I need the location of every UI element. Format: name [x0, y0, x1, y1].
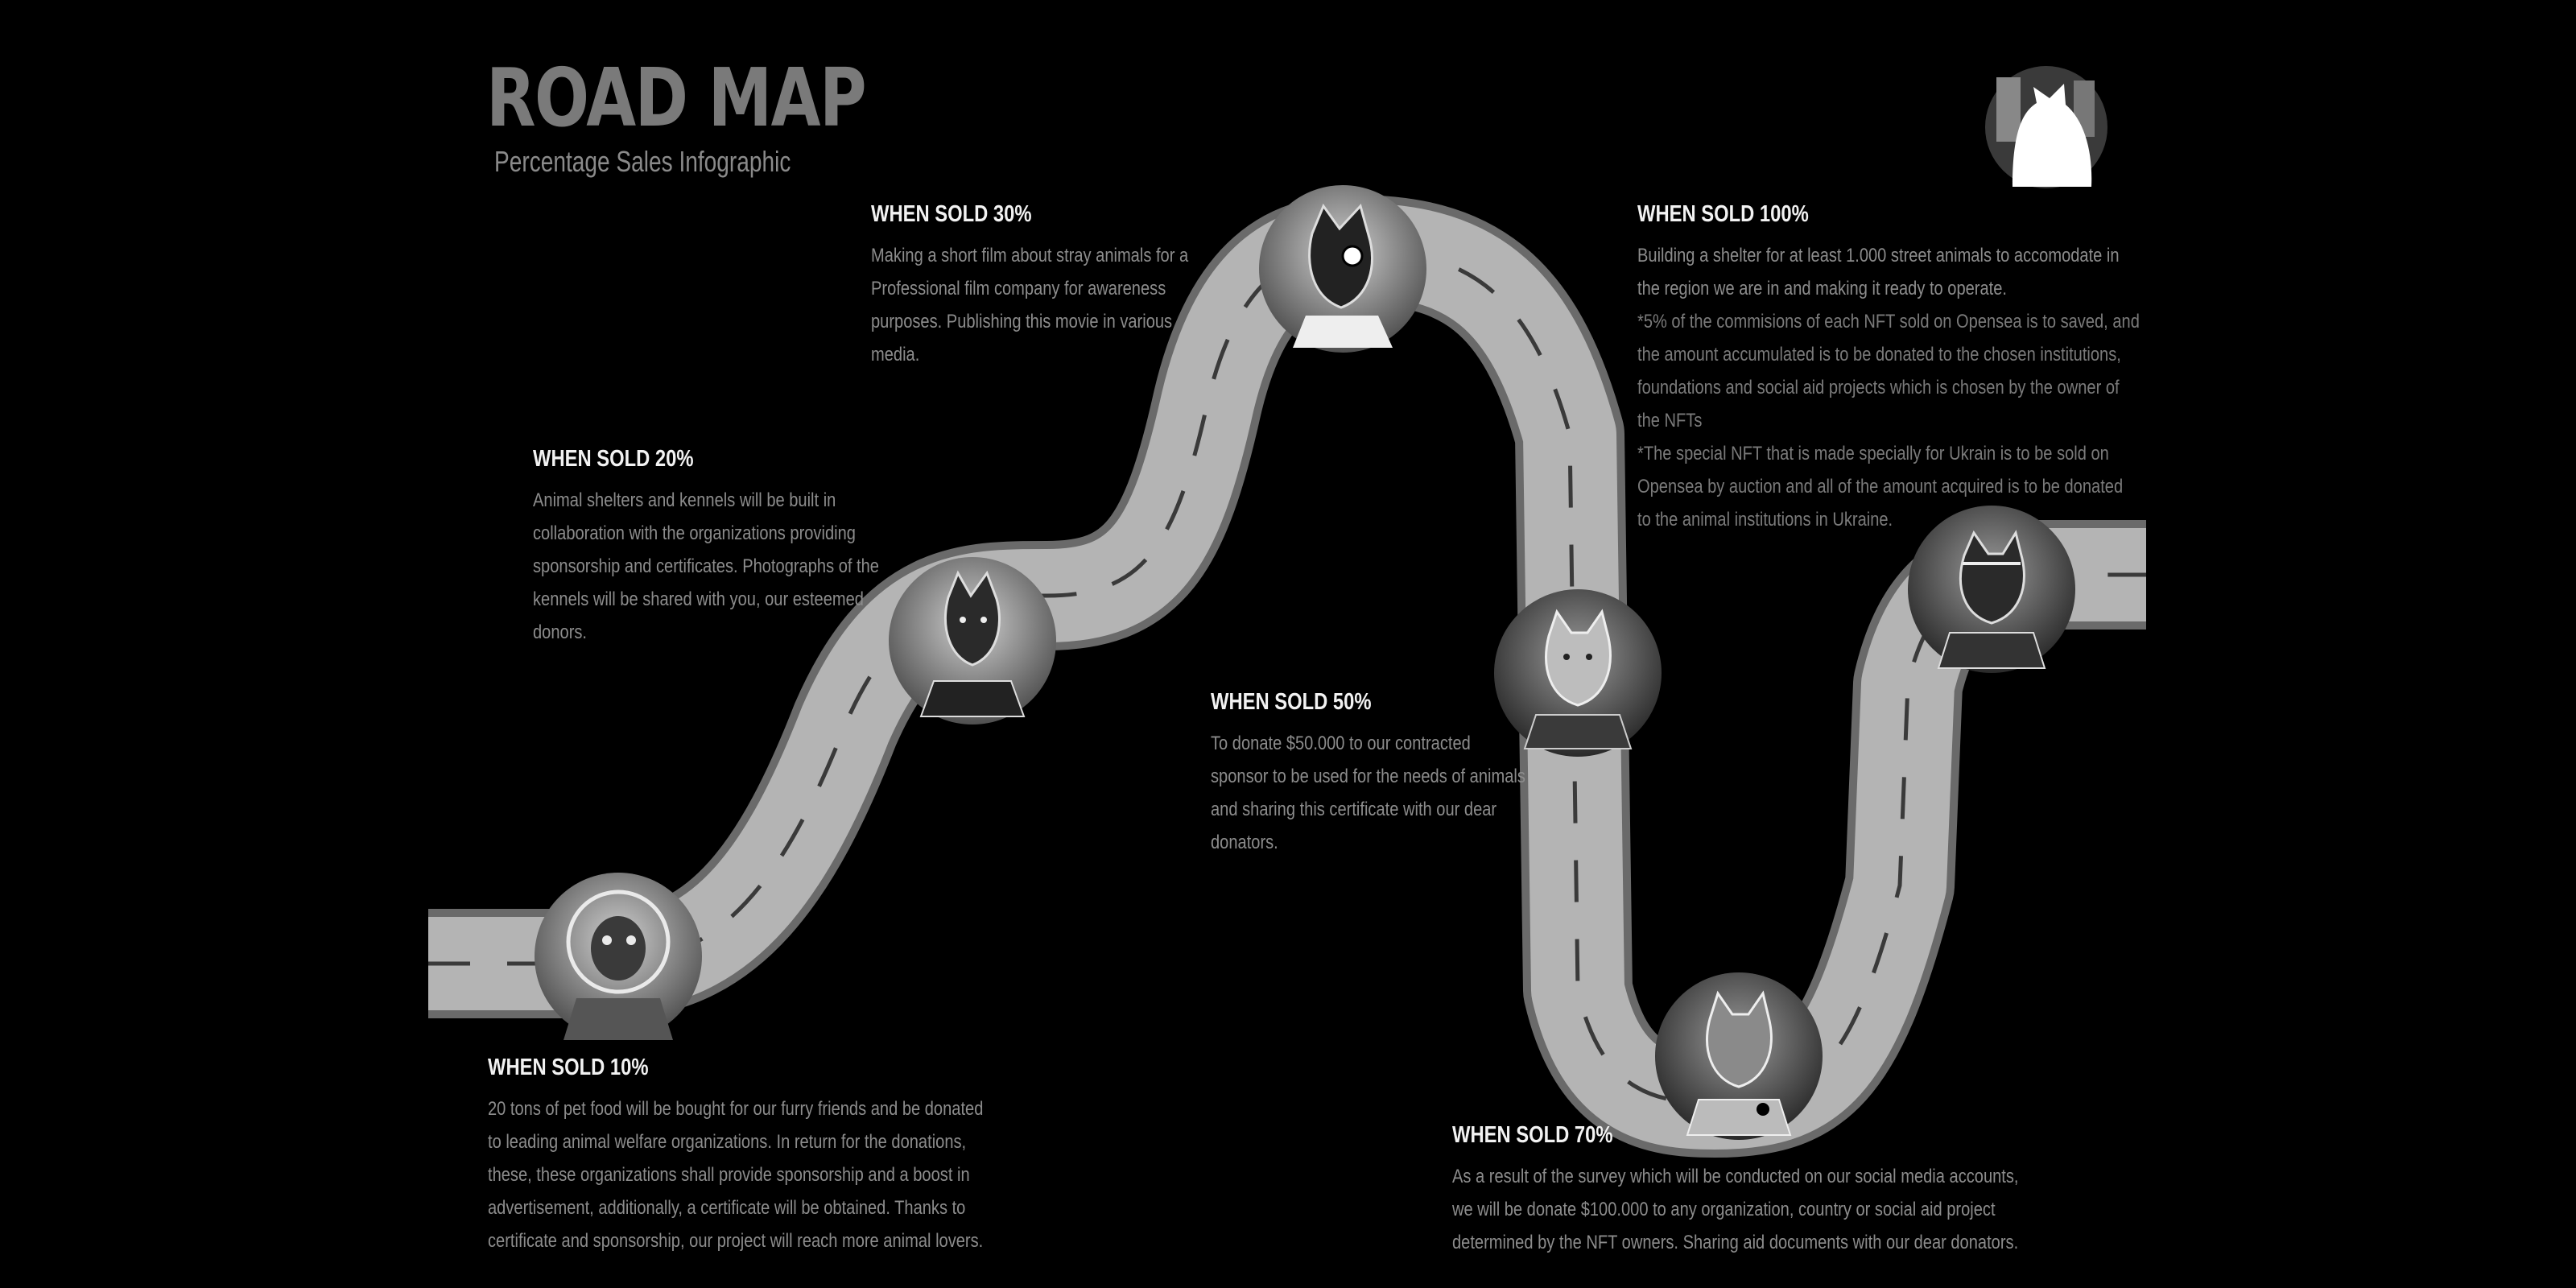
milestone-50: WHEN SOLD 50% To donate $50.000 to our c…	[1211, 689, 1595, 859]
astronaut-dog-avatar	[535, 873, 702, 1040]
dog-avatar-2	[889, 557, 1056, 724]
milestone-note-commission: *5% of the commisions of each NFT sold o…	[1637, 311, 2140, 431]
page-subtitle: Percentage Sales Infographic	[494, 145, 791, 178]
milestone-text: Animal shelters and kennels will be buil…	[533, 489, 879, 643]
page-title: ROAD MAP	[486, 51, 867, 145]
dog-avatar-3	[1259, 185, 1426, 353]
milestone-heading: WHEN SOLD 10%	[488, 1055, 649, 1080]
milestone-heading: WHEN SOLD 30%	[871, 201, 1032, 227]
milestone-text: Building a shelter for at least 1.000 st…	[1637, 245, 2120, 299]
logo-dog-avatar	[1985, 66, 2107, 188]
milestone-10: WHEN SOLD 10% 20 tons of pet food will b…	[488, 1055, 1092, 1257]
dog-avatar-5	[1655, 972, 1823, 1140]
lane-markings	[428, 247, 2146, 1105]
milestone-20: WHEN SOLD 20% Animal shelters and kennel…	[533, 446, 955, 649]
milestone-heading: WHEN SOLD 70%	[1452, 1122, 1613, 1148]
milestone-heading: WHEN SOLD 100%	[1637, 201, 1809, 227]
milestone-70: WHEN SOLD 70% As a result of the survey …	[1452, 1122, 2143, 1259]
milestone-100: WHEN SOLD 100% Building a shelter for at…	[1637, 201, 2250, 536]
milestone-text: As a result of the survey which will be …	[1452, 1166, 2019, 1253]
milestone-text: 20 tons of pet food will be bought for o…	[488, 1098, 984, 1252]
milestone-note-ukraine: *The special NFT that is made specially …	[1637, 443, 2124, 530]
dog-avatar-6	[1908, 506, 2075, 673]
milestone-text: To donate $50.000 to our contracted spon…	[1211, 733, 1525, 853]
milestone-30: WHEN SOLD 30% Making a short film about …	[871, 201, 1258, 371]
milestone-heading: WHEN SOLD 50%	[1211, 689, 1372, 715]
milestone-heading: WHEN SOLD 20%	[533, 446, 694, 472]
milestone-text: Making a short film about stray animals …	[871, 245, 1189, 365]
dog-avatar-4	[1494, 589, 1662, 757]
